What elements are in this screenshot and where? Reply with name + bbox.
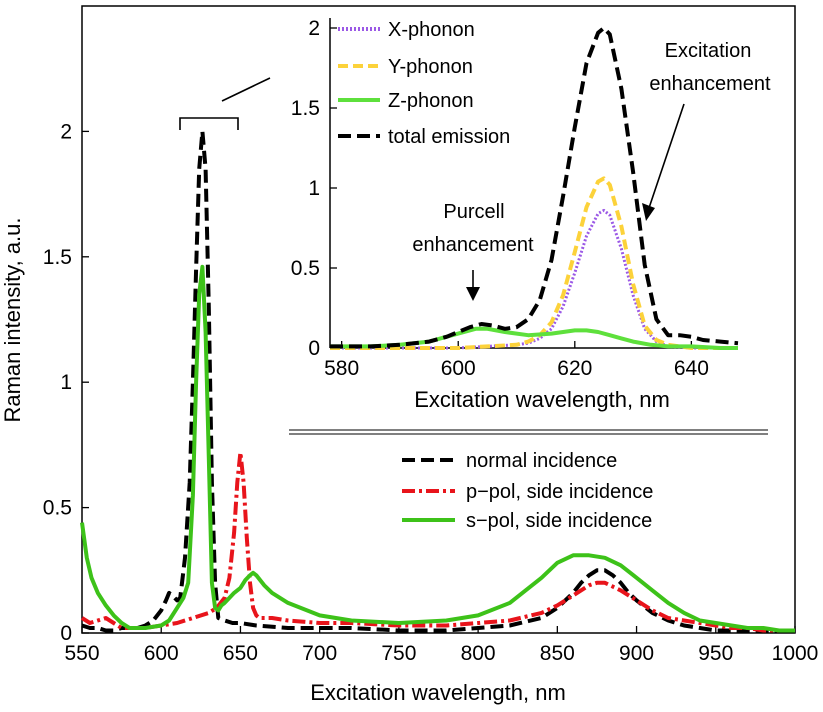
main-series-normal-incidence bbox=[81, 129, 795, 633]
inset-line-total-emission bbox=[330, 26, 739, 349]
inset-y-tick-label-1: 1 bbox=[308, 177, 320, 200]
legend-label-total-emission: total emission bbox=[388, 126, 510, 148]
legend-label-p-pol: p−pol, side incidence bbox=[466, 481, 653, 503]
main-x-tick-label-900: 900 bbox=[619, 642, 654, 665]
legend-label-normal-incidence: normal incidence bbox=[466, 450, 617, 472]
main-y-axis-title: Raman intensity, a.u. bbox=[0, 217, 25, 422]
annotation-excitation-arrow-shaft bbox=[648, 103, 685, 209]
annotation-purcell-line-2: enhancement bbox=[412, 234, 534, 256]
main-x-tick-label-750: 750 bbox=[381, 642, 416, 665]
main-x-tick-label-800: 800 bbox=[461, 642, 496, 665]
inset-series-total-emission bbox=[330, 26, 739, 349]
legend-label-s-pol: s−pol, side incidence bbox=[466, 510, 652, 532]
zoom-bracket bbox=[179, 117, 239, 130]
annotation-excitation-enhancement: Excitation enhancement bbox=[642, 40, 771, 221]
main-y-tick-label-0-5: 0.5 bbox=[43, 497, 72, 520]
main-x-tick-label-700: 700 bbox=[302, 642, 337, 665]
main-x-axis-title: Excitation wavelength, nm bbox=[310, 680, 566, 705]
main-y-tick-label-2: 2 bbox=[60, 120, 72, 143]
main-y-tick-label-1: 1 bbox=[60, 371, 72, 394]
inset-line-y-phonon bbox=[330, 176, 738, 350]
inset-series-z-phonon bbox=[330, 326, 738, 350]
annotation-purcell-enhancement: Purcell enhancement bbox=[412, 201, 534, 301]
main-x-tick-label-650: 650 bbox=[223, 642, 258, 665]
inset-series-y-phonon bbox=[330, 176, 738, 350]
inset-x-tick-label-620: 620 bbox=[557, 357, 592, 380]
inset-series-group bbox=[330, 26, 739, 350]
annotation-excitation-arrow-head bbox=[642, 203, 655, 221]
main-x-tick-label-550: 550 bbox=[64, 642, 99, 665]
main-x-tick-label-950: 950 bbox=[698, 642, 733, 665]
main-series-group bbox=[80, 129, 795, 633]
main-y-tick-label-1-5: 1.5 bbox=[43, 246, 72, 269]
main-x-ticks: 550 600 650 700 750 800 850 900 950 1000 bbox=[64, 626, 818, 665]
main-line-normal-incidence bbox=[81, 129, 795, 633]
zoom-connector-line bbox=[221, 77, 271, 102]
inset-line-z-phonon bbox=[330, 326, 738, 350]
main-y-tick-label-0: 0 bbox=[60, 622, 72, 645]
legend-label-z-phonon: Z-phonon bbox=[388, 90, 474, 112]
inset-x-axis-title: Excitation wavelength, nm bbox=[414, 387, 670, 412]
main-legend: normal incidence p−pol, side incidence s… bbox=[402, 450, 653, 532]
inset-y-tick-label-0: 0 bbox=[308, 337, 320, 360]
main-series-s-pol-side-incidence bbox=[80, 264, 795, 633]
main-plot-frame bbox=[81, 5, 796, 634]
main-line-s-pol-side-incidence bbox=[80, 264, 795, 633]
annotation-purcell-line-1: Purcell bbox=[443, 201, 504, 223]
inset-legend: X-phonon Y-phonon Z-phonon total emissio… bbox=[338, 19, 510, 148]
main-y-ticks: 0 0.5 1 1.5 2 bbox=[43, 120, 89, 645]
main-x-tick-label-850: 850 bbox=[540, 642, 575, 665]
inset-x-ticks: 580 600 620 640 bbox=[324, 341, 709, 380]
inset-y-tick-label-2: 2 bbox=[308, 17, 320, 40]
legend-label-y-phonon: Y-phonon bbox=[388, 56, 473, 78]
inset-x-tick-label-600: 600 bbox=[441, 357, 476, 380]
inset-y-tick-label-0-5: 0.5 bbox=[291, 257, 320, 280]
legend-label-x-phonon: X-phonon bbox=[388, 19, 475, 41]
inset-x-tick-label-580: 580 bbox=[324, 357, 359, 380]
main-x-tick-label-600: 600 bbox=[144, 642, 179, 665]
main-x-tick-label-1000: 1000 bbox=[772, 642, 819, 665]
annotation-purcell-arrow-head bbox=[466, 287, 480, 301]
annotation-excitation-line-1: Excitation bbox=[665, 40, 752, 62]
inset-background bbox=[330, 18, 738, 348]
inset-y-tick-label-1-5: 1.5 bbox=[291, 97, 320, 120]
inset-x-tick-label-640: 640 bbox=[674, 357, 709, 380]
annotation-excitation-line-2: enhancement bbox=[649, 73, 771, 95]
